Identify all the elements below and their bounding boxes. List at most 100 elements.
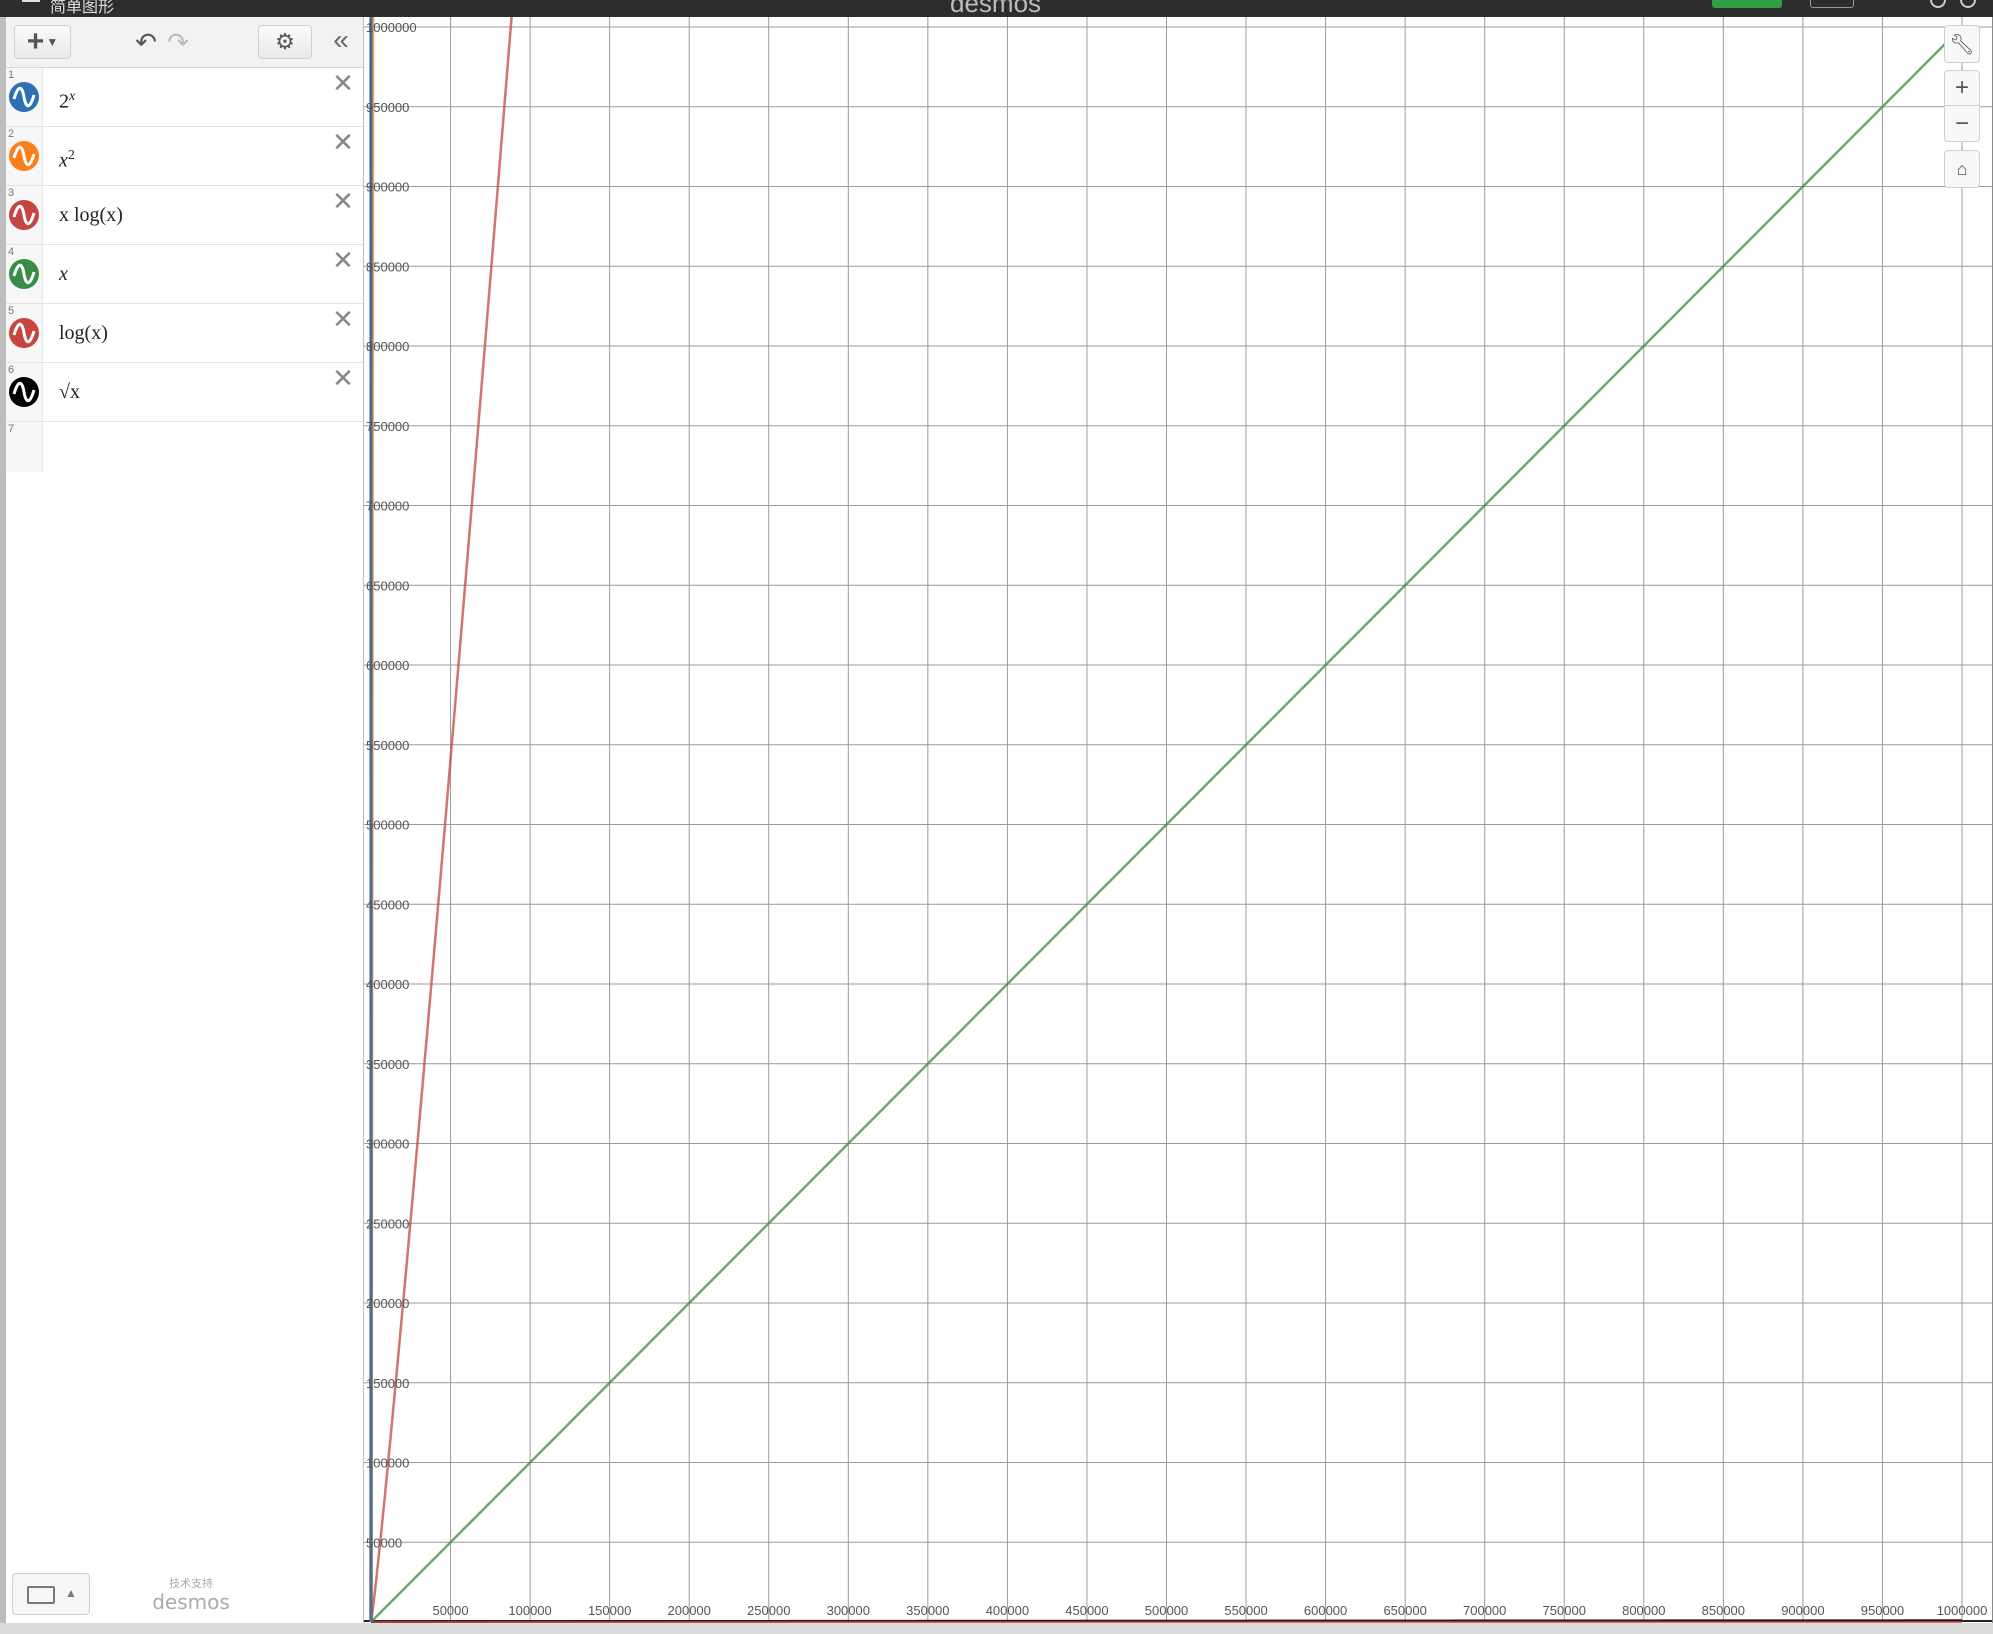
chevron-up-icon: ▲ (65, 1586, 77, 1600)
graph-style-icon[interactable] (9, 377, 39, 407)
delete-expression-button[interactable]: ✕ (332, 363, 354, 393)
home-icon: ⌂ (1956, 158, 1968, 179)
expression-formula[interactable]: x (59, 263, 68, 285)
y-tick-label: 550000 (366, 738, 409, 753)
expression-panel: + ▼ ↶ ↷ ⚙ « 1 2x ✕ 2 x2 ✕ 3 x log(x) ✕ (6, 17, 364, 1623)
expression-row-5[interactable]: 5 log(x) ✕ (6, 304, 363, 363)
expression-index: 5 (8, 305, 15, 317)
x-tick-label: 200000 (668, 1603, 711, 1618)
desmos-logo: desmos (152, 1590, 230, 1614)
delete-expression-button[interactable]: ✕ (332, 127, 354, 157)
curve-2-pow-x (369, 17, 373, 1623)
curve-x-log-x (369, 17, 513, 1622)
hamburger-icon[interactable] (22, 0, 40, 7)
x-tick-label: 400000 (986, 1603, 1029, 1618)
zoom-in-button[interactable]: + (1944, 70, 1980, 106)
graph-settings-button[interactable]: 🔧︎ (1944, 25, 1980, 63)
undo-button[interactable]: ↶ (135, 27, 157, 57)
y-tick-label: 50000 (366, 1535, 402, 1550)
expression-formula[interactable]: x log(x) (59, 204, 123, 226)
redo-button[interactable]: ↷ (167, 27, 189, 57)
graph-paper[interactable]: 50000 100000 150000 200000 250000 300000 35000… (364, 17, 1993, 1623)
expression-index: 4 (8, 246, 15, 258)
delete-expression-button[interactable]: ✕ (332, 245, 354, 275)
expression-row-2[interactable]: 2 x2 ✕ (6, 127, 363, 186)
wave-icon (9, 200, 39, 230)
x-tick-label: 600000 (1304, 1603, 1347, 1618)
graph-canvas[interactable]: 50000 100000 150000 200000 250000 300000 35000… (364, 17, 1993, 1623)
y-tick-label: 450000 (366, 897, 409, 912)
expression-toolbar: + ▼ ↶ ↷ ⚙ « (6, 17, 363, 68)
expression-row-1[interactable]: 1 2x ✕ (6, 68, 363, 127)
expression-formula[interactable]: 2x (59, 89, 76, 113)
default-viewport-button[interactable]: ⌂ (1944, 150, 1980, 188)
curve-x (370, 26, 1963, 1623)
language-icon[interactable] (1960, 0, 1976, 8)
plus-icon: + (26, 25, 45, 58)
x-tick-label: 700000 (1463, 1603, 1506, 1618)
x-tick-label: 650000 (1383, 1603, 1426, 1618)
chevron-down-icon: ▼ (46, 35, 59, 49)
powered-by-label: 技术支持 (169, 1578, 213, 1590)
y-tick-label: 150000 (366, 1376, 409, 1391)
expression-list: 1 2x ✕ 2 x2 ✕ 3 x log(x) ✕ 4 x ✕ (6, 68, 363, 472)
expression-formula[interactable]: x2 (59, 148, 75, 172)
x-tick-label: 100000 (508, 1603, 551, 1618)
expression-row-6[interactable]: 6 √x ✕ (6, 363, 363, 422)
settings-button[interactable]: ⚙ (258, 25, 312, 59)
expression-gutter (6, 422, 43, 472)
expression-formula[interactable]: √x (59, 381, 80, 403)
add-item-button[interactable]: + ▼ (14, 25, 71, 59)
wave-icon (9, 318, 39, 348)
x-tick-label: 750000 (1543, 1603, 1586, 1618)
y-tick-label: 800000 (366, 339, 409, 354)
collapse-panel-button[interactable]: « (333, 24, 349, 55)
wave-icon (9, 141, 39, 171)
y-tick-label: 250000 (366, 1216, 409, 1231)
y-tick-label: 600000 (366, 658, 409, 673)
x-tick-label: 50000 (432, 1603, 468, 1618)
save-button[interactable] (1712, 0, 1782, 8)
x-tick-label: 300000 (827, 1603, 870, 1618)
x-tick-label: 850000 (1702, 1603, 1745, 1618)
graph-style-icon[interactable] (9, 141, 39, 171)
title-bar: 简单图形 desmos (0, 0, 1993, 17)
y-tick-label: 1000000 (366, 20, 417, 35)
graph-style-icon[interactable] (9, 200, 39, 230)
delete-expression-button[interactable]: ✕ (332, 186, 354, 216)
x-tick-label: 550000 (1224, 1603, 1267, 1618)
expression-row-3[interactable]: 3 x log(x) ✕ (6, 186, 363, 245)
expression-index: 6 (8, 364, 15, 376)
graph-style-icon[interactable] (9, 82, 39, 112)
keyboard-icon (27, 1586, 55, 1604)
expression-row-4[interactable]: 4 x ✕ (6, 245, 363, 304)
y-tick-label: 750000 (366, 419, 409, 434)
graph-title[interactable]: 简单图形 (50, 0, 115, 16)
x-tick-label: 150000 (588, 1603, 631, 1618)
expression-index: 3 (8, 187, 15, 199)
wrench-icon: 🔧︎ (1949, 33, 1975, 56)
delete-expression-button[interactable]: ✕ (332, 68, 354, 98)
x-tick-label: 450000 (1065, 1603, 1108, 1618)
expression-index: 1 (8, 69, 15, 81)
powered-by: 技术支持 desmos (126, 1575, 256, 1613)
expression-formula[interactable]: log(x) (59, 322, 108, 344)
keyboard-toggle-button[interactable]: ▲ (12, 1573, 90, 1615)
y-tick-label: 950000 (366, 100, 409, 115)
x-tick-label: 500000 (1145, 1603, 1188, 1618)
help-icon[interactable] (1930, 0, 1946, 8)
window-bottom-edge (0, 1623, 1993, 1634)
graph-style-icon[interactable] (9, 259, 39, 289)
delete-expression-button[interactable]: ✕ (332, 304, 354, 334)
share-button[interactable] (1810, 0, 1854, 8)
graph-style-icon[interactable] (9, 318, 39, 348)
y-tick-label: 900000 (366, 180, 409, 195)
wave-icon (9, 377, 39, 407)
x-tick-label: 1000000 (1937, 1603, 1988, 1618)
y-tick-label: 700000 (366, 499, 409, 514)
expression-row-empty[interactable]: 7 (6, 422, 363, 472)
window-edge (0, 17, 6, 1634)
zoom-out-button[interactable]: − (1944, 106, 1980, 142)
x-tick-label: 900000 (1781, 1603, 1824, 1618)
expression-index: 2 (8, 128, 15, 140)
